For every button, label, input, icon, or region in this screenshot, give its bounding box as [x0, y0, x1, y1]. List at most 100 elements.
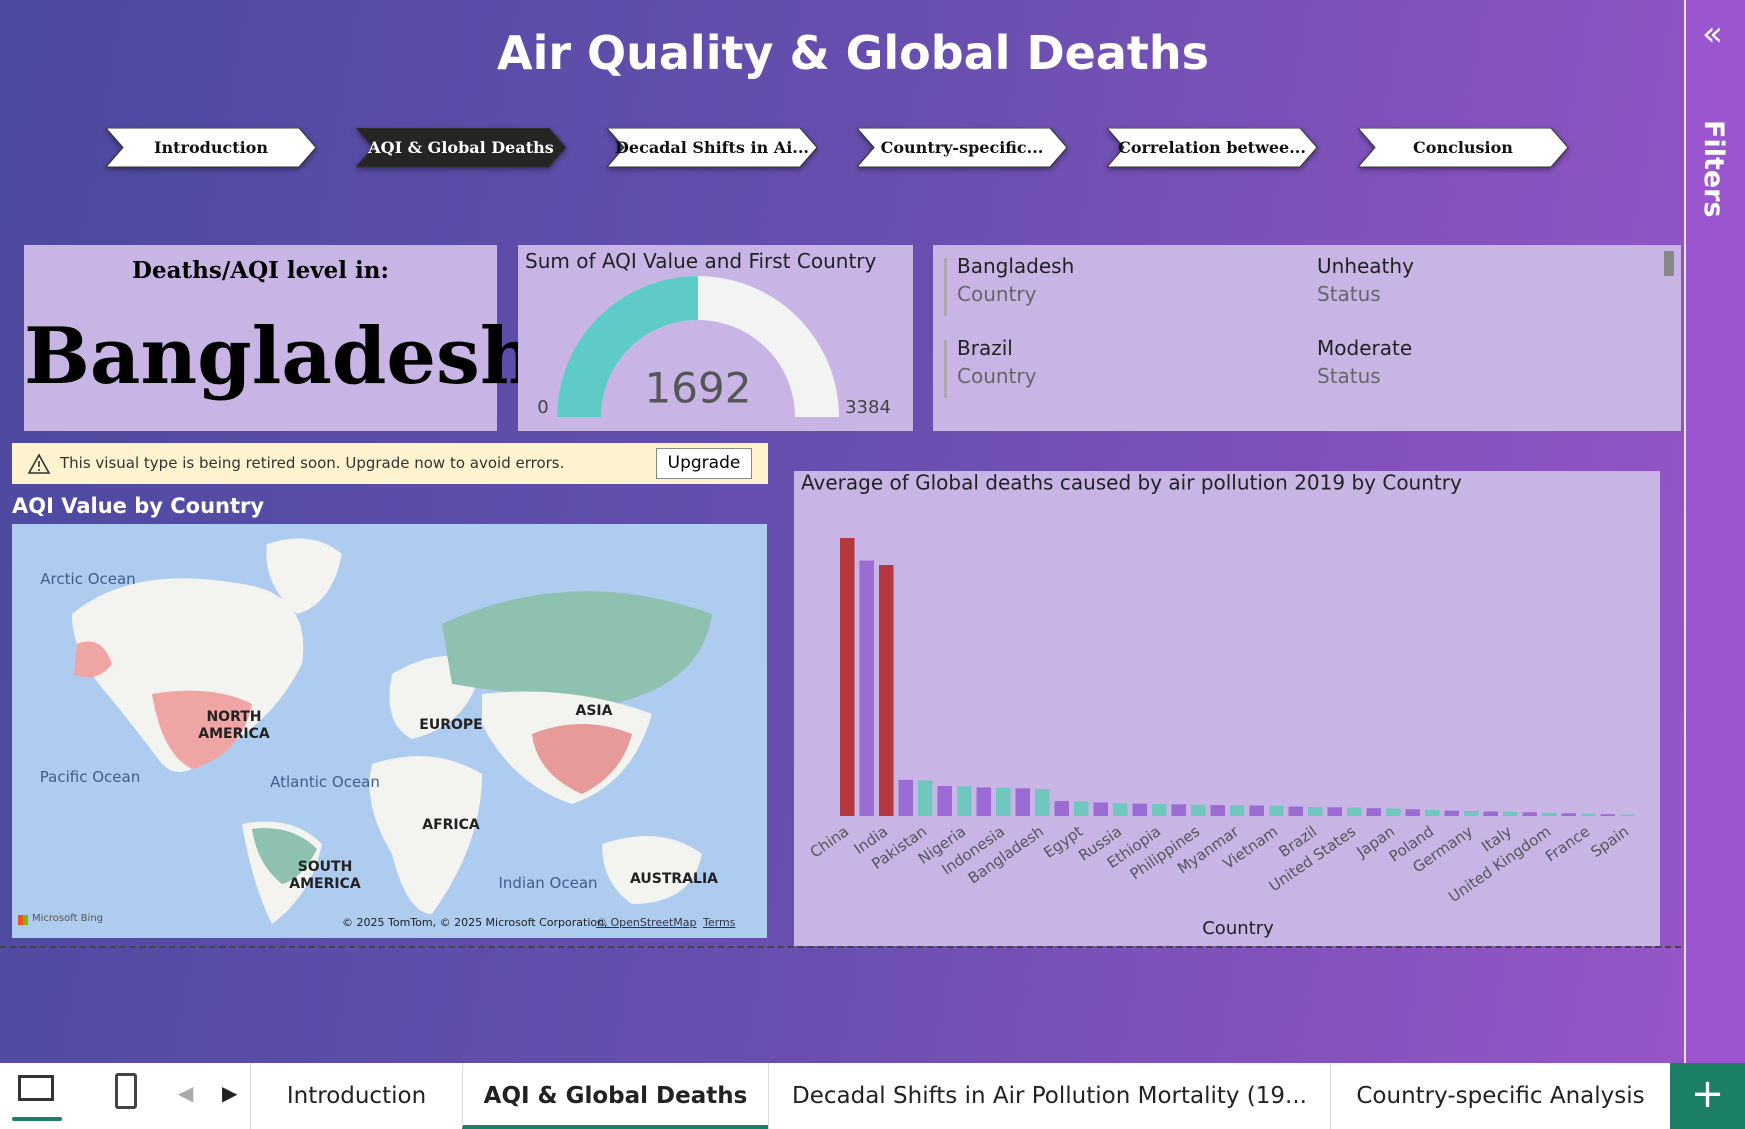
bar: [1074, 801, 1089, 816]
bar: [1152, 803, 1167, 816]
continent-label: EUROPE: [419, 717, 483, 733]
bar: [859, 560, 874, 816]
bar: [1347, 807, 1362, 816]
gauge-card: Sum of AQI Value and First Country 1692 0…: [518, 245, 913, 431]
map-attribution: Microsoft Bing: [32, 913, 104, 924]
bar: [1054, 800, 1069, 816]
chevron: [1358, 128, 1569, 168]
bar: [1503, 811, 1518, 816]
collapse-icon[interactable]: «: [1702, 14, 1723, 54]
chart-title: Average of Global deaths caused by air p…: [801, 471, 1462, 495]
filters-pane: « Filters: [1684, 0, 1745, 1063]
bar: [879, 565, 894, 816]
chevron: [356, 128, 567, 168]
bar: [957, 786, 972, 816]
warning-message: This visual type is being retired soon. …: [60, 454, 565, 472]
bar: [1425, 809, 1440, 816]
upgrade-button[interactable]: Upgrade: [656, 448, 752, 479]
chevron: [1107, 128, 1318, 168]
terms-link[interactable]: Terms: [703, 916, 736, 929]
nav-button[interactable]: Country-specific...: [857, 128, 1073, 173]
page-tabs: ◀ ▶ + Introduction AQI & Global Deaths Dec…: [0, 1063, 1745, 1129]
mobile-view[interactable]: [115, 1073, 137, 1109]
bar: [1561, 813, 1576, 816]
nav-button[interactable]: Introduction: [106, 128, 322, 173]
country-value: Brazil: [957, 336, 1013, 360]
filters-label[interactable]: Filters: [1698, 120, 1729, 218]
bar-chart: Average of Global deaths caused by air p…: [801, 471, 1635, 939]
scrollbar: [1664, 251, 1674, 276]
bar: [1191, 804, 1206, 816]
bar: [1035, 788, 1050, 816]
bar: [1483, 811, 1498, 816]
gauge-value: 1692: [645, 364, 752, 413]
nav-label: AQI & Global Deaths: [367, 138, 554, 157]
nav-button[interactable]: Decadal Shifts in Ai...: [607, 128, 823, 173]
map: Arctic Ocean NORTH AMERICA Pacific Ocean At…: [12, 524, 767, 938]
bar: [996, 787, 1011, 816]
bar-chart-card: Average of Global deaths caused by air p…: [794, 471, 1660, 946]
continent-label: SOUTH AMERICA: [289, 859, 361, 892]
add-page[interactable]: +: [1670, 1063, 1745, 1129]
x-tick-label: China: [807, 822, 852, 861]
continent-label: AUSTRALIA: [630, 871, 718, 887]
page-tab[interactable]: Introduction: [250, 1063, 462, 1129]
bar: [1249, 805, 1264, 816]
continent-label: NORTH AMERICA: [198, 709, 270, 742]
bar: [840, 538, 855, 816]
x-axis-title: Country: [1202, 918, 1274, 939]
desktop-view[interactable]: [18, 1075, 54, 1101]
gauge: 1692 0 3384: [537, 276, 891, 418]
country-label: Country: [957, 282, 1037, 306]
next-page[interactable]: ▶: [222, 1081, 238, 1105]
bar: [898, 779, 913, 816]
selection-card: Deaths/AQI level in: Bangladesh: [24, 245, 537, 431]
bar: [1230, 805, 1245, 816]
bar: [918, 780, 933, 816]
map-land: [72, 538, 712, 924]
warning-icon: [27, 453, 51, 474]
bar: [1600, 814, 1615, 816]
row-accent: [944, 258, 947, 316]
bar: [1522, 812, 1537, 816]
bar: [1269, 805, 1284, 816]
nav-label: Introduction: [154, 138, 268, 157]
page-tab[interactable]: AQI & Global Deaths: [462, 1063, 768, 1129]
status-label: Status: [1317, 282, 1381, 306]
bar: [1542, 812, 1557, 816]
card-heading: Deaths/AQI level in:: [132, 257, 389, 284]
gauge-min: 0: [537, 397, 548, 418]
bar: [1366, 808, 1381, 816]
bar: [1132, 803, 1147, 816]
bar: [1581, 813, 1596, 816]
nav-label: Country-specific...: [881, 138, 1044, 157]
nav-button[interactable]: Conclusion: [1358, 128, 1574, 173]
bar: [1171, 804, 1186, 816]
bar: [1444, 810, 1459, 816]
bar: [1113, 803, 1128, 816]
page-tab[interactable]: Decadal Shifts in Air Pollution Mortalit…: [768, 1063, 1330, 1129]
bar: [937, 785, 952, 816]
nav-label: Decadal Shifts in Ai...: [615, 138, 809, 157]
bar: [1288, 806, 1303, 816]
bar: [1386, 808, 1401, 816]
page-boundary: [0, 946, 1681, 948]
nav-label: Conclusion: [1413, 138, 1513, 157]
nav-button[interactable]: Correlation betwee...: [1107, 128, 1323, 173]
map-title: AQI Value by Country: [12, 494, 265, 518]
ocean-label: Pacific Ocean: [39, 768, 141, 786]
desktop-underline: [12, 1117, 62, 1121]
warning-banner: This visual type is being retired soon. …: [12, 443, 768, 484]
bar: [1093, 802, 1108, 816]
page-title: Air Quality & Global Deaths: [496, 26, 1210, 80]
status-label: Status: [1317, 364, 1381, 388]
ocean-label: Atlantic Ocean: [270, 773, 380, 791]
bar: [1015, 788, 1030, 816]
nav-label: Correlation betwee...: [1118, 138, 1306, 157]
osm-link[interactable]: © OpenStreetMap: [596, 916, 697, 929]
page-tab[interactable]: Country-specific Analysis: [1330, 1063, 1670, 1129]
bar: [1327, 807, 1342, 816]
nav-button[interactable]: AQI & Global Deaths: [356, 128, 572, 173]
continent-label: ASIA: [575, 703, 613, 719]
prev-page[interactable]: ◀: [178, 1081, 194, 1105]
